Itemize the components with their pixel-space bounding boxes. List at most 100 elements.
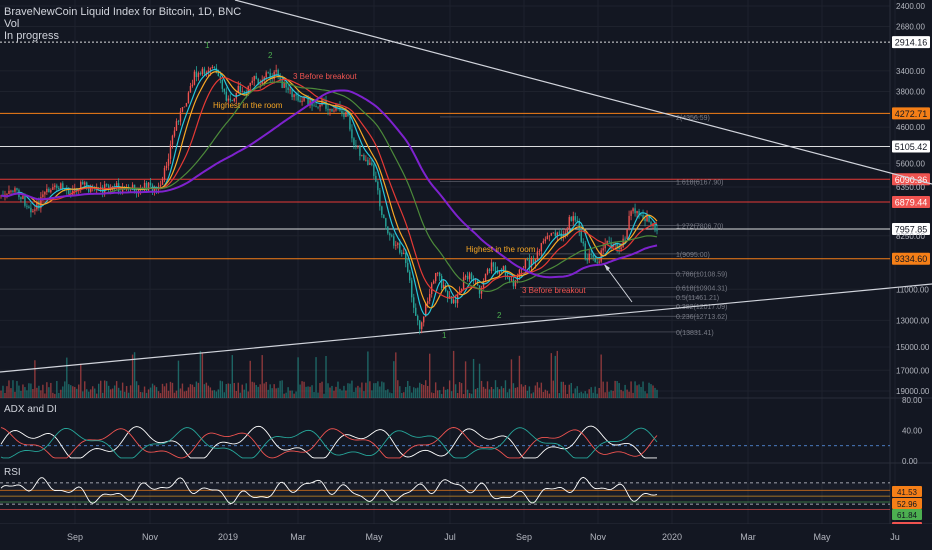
trend-lines[interactable] [0,0,932,373]
volume-bar [52,392,54,398]
candle-body [185,103,188,107]
volume-bar [337,381,339,398]
price-badge-bg-5 [892,223,930,236]
volume-bar [215,391,218,398]
candle-body [592,254,594,258]
candle-body [221,79,224,89]
price-tick-8: 11000.00 [896,285,929,294]
candle-body [389,233,391,236]
candle-body [371,162,373,165]
volume-bar [285,392,287,398]
adx-line-0 [0,425,657,459]
candle-body [343,113,345,117]
fib-label-1: 1.618(6167.90) [676,180,723,187]
price-axis[interactable]: 2400.00 2680.00 3400.00 3800.00 4600.00 5600.… [896,2,930,396]
candle-body [600,250,602,262]
volume-bar [558,393,560,398]
rsi-badge-bg-1 [892,498,922,509]
volume-bar [171,382,174,398]
price-tick-5: 5600.00 [896,160,925,169]
volume-bar [548,393,551,398]
volume-bar [484,388,487,398]
volume-bar [612,390,614,398]
volume-bar [251,381,253,398]
volume-bar [526,390,529,398]
candle-body [415,307,417,316]
candle-body [279,75,281,81]
volume-bar [26,390,28,398]
volume-bar [291,390,293,398]
volume-bar [427,385,429,398]
volume-bar [157,391,160,398]
volume-bar [231,355,233,398]
candle-body [215,67,218,73]
candle-body [203,68,206,74]
candle-body [464,275,467,278]
candle-body [257,78,259,85]
volume-bar [315,357,317,398]
candle-body [446,290,449,299]
volume-bar [371,390,373,398]
volume-bar [239,392,241,398]
candle-body [626,229,628,239]
annotation-4: Highest in the room [466,245,536,254]
candle-body [602,248,604,251]
volume-bar [496,387,499,398]
volume-bar [361,382,363,398]
volume-bar [500,386,503,398]
volume-bar [42,384,44,398]
candle-body [632,208,634,212]
candle-body [361,155,363,156]
adx-tick-2: 0.00 [902,457,918,466]
volume-bar [421,383,423,398]
candle-body [510,279,513,281]
volume-bar [213,390,216,398]
volume-bar [331,385,333,398]
candle-body [568,217,570,229]
volume-bar [606,381,608,398]
volume-bar [311,385,313,398]
volume-bar [335,386,337,398]
chart-title: BraveNewCoin Liquid Index for Bitcoin, 1… [4,6,242,18]
price-tick-11: 17000.00 [896,366,930,375]
candle-body [277,69,279,76]
volume-bar [121,382,124,398]
candle-body [558,232,560,234]
candle-body [281,80,283,88]
volume-bar [4,392,6,398]
candle-body [291,89,293,98]
rsi-band-fill [0,482,890,505]
volume-bar [287,387,289,398]
volume-bar [64,381,66,398]
candle-body [428,294,431,302]
volume-bar [492,389,495,398]
candle-body [50,189,52,193]
volume-bar [582,393,584,398]
time-tick-8: 2020 [662,532,682,542]
candle-body [297,95,299,101]
candle-body [295,94,297,96]
candle-body [624,238,626,240]
candle-body [395,244,397,246]
time-axis[interactable]: Sep Nov 2019 Mar May Jul Sep Nov 2020 Mar May Ju [0,524,932,550]
volume-bar [217,389,220,398]
candle-body [454,299,457,304]
volume-bar [554,355,557,398]
annotation-2: 3 Before breakout [293,72,357,81]
volume-bar [584,391,586,398]
volume-bar [454,384,457,398]
price-badge-bg-6 [892,252,930,265]
candle-body [407,263,409,272]
candle-body [492,262,495,267]
volume-bar [574,388,576,398]
candle-body [450,296,453,303]
volume-bar [532,392,535,398]
volume-bar [564,384,566,398]
candle-body [309,100,311,106]
candle-body [299,100,301,102]
volume-bar [604,392,606,398]
volume-bar [438,390,441,398]
adx-line-1 [0,427,658,459]
